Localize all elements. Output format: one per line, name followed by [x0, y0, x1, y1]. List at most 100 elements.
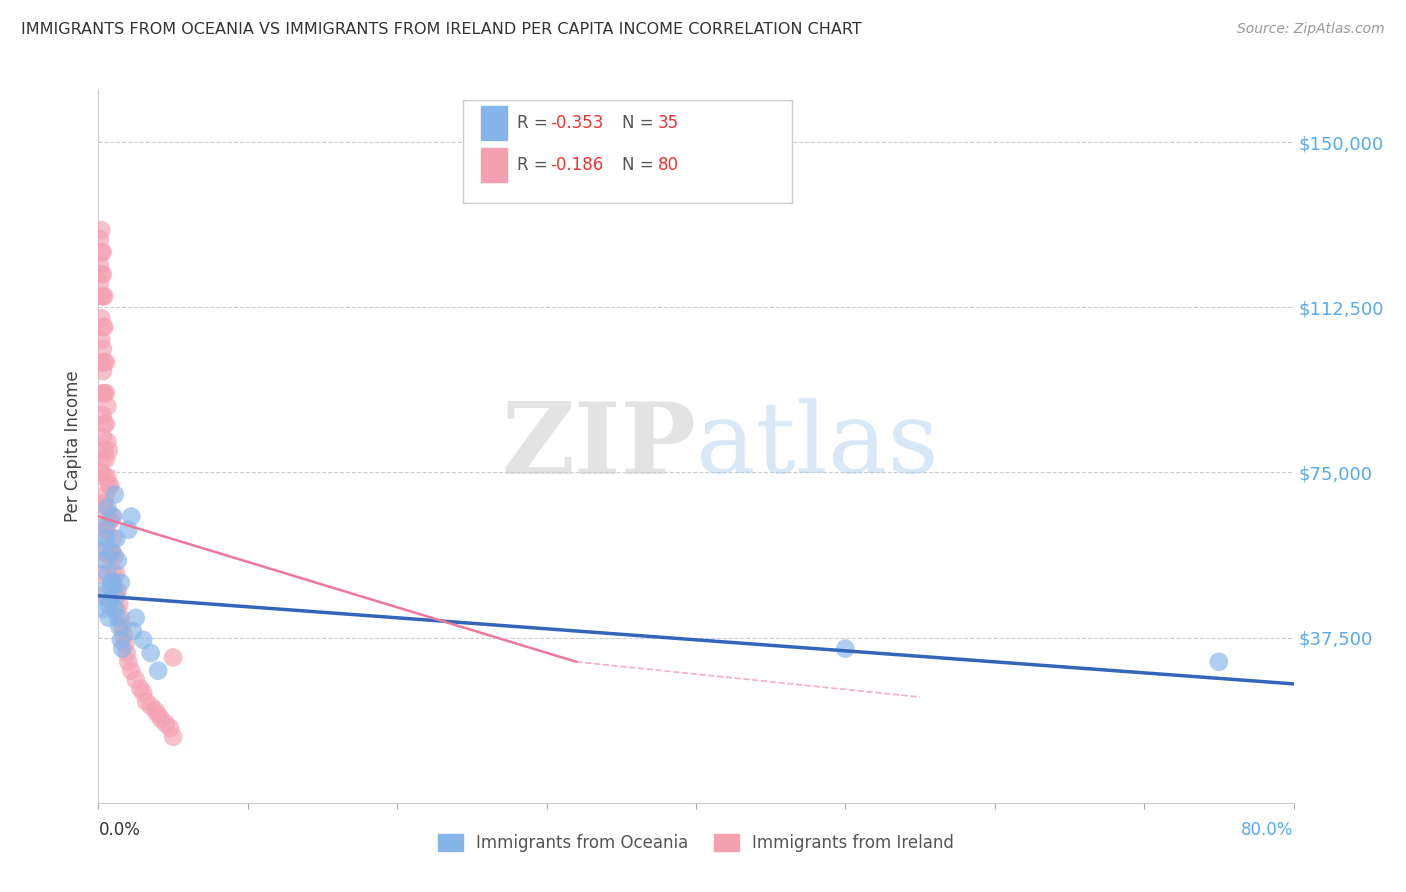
Point [139, 646, 162, 660]
Point [162, 730, 184, 744]
Point [91, 452, 114, 467]
FancyBboxPatch shape [463, 100, 792, 203]
Point [107, 553, 129, 567]
Point [111, 619, 134, 633]
Point [91, 545, 114, 559]
Point [94, 386, 117, 401]
Point [93, 523, 115, 537]
Point [104, 602, 127, 616]
Point [94, 452, 117, 467]
Point [93, 443, 115, 458]
Point [100, 478, 122, 492]
Point [94, 532, 117, 546]
Point [90, 245, 112, 260]
Point [90, 566, 112, 581]
Point [100, 593, 122, 607]
Text: N =: N = [621, 156, 659, 174]
Text: N =: N = [621, 114, 659, 132]
Point [94, 523, 117, 537]
Y-axis label: Per Capita Income: Per Capita Income [65, 370, 83, 522]
Text: -0.186: -0.186 [550, 156, 603, 174]
Point [89, 232, 111, 246]
Point [110, 575, 132, 590]
Point [132, 632, 155, 647]
Point [100, 514, 122, 528]
Point [94, 355, 117, 369]
Point [91, 245, 114, 260]
Point [93, 289, 115, 303]
Point [90, 584, 112, 599]
Point [155, 716, 177, 731]
Point [89, 259, 111, 273]
Text: ZIP: ZIP [501, 398, 696, 494]
Point [110, 632, 132, 647]
Point [112, 628, 135, 642]
Point [111, 641, 134, 656]
Point [135, 694, 157, 708]
Point [93, 320, 115, 334]
Point [91, 408, 114, 422]
Text: IMMIGRANTS FROM OCEANIA VS IMMIGRANTS FROM IRELAND PER CAPITA INCOME CORRELATION: IMMIGRANTS FROM OCEANIA VS IMMIGRANTS FR… [21, 22, 862, 37]
Point [93, 417, 115, 431]
Point [162, 650, 184, 665]
Point [91, 267, 114, 281]
Point [91, 602, 114, 616]
Point [100, 580, 122, 594]
Point [143, 703, 166, 717]
Point [93, 386, 115, 401]
Point [108, 619, 131, 633]
Point [94, 518, 117, 533]
Text: Source: ZipAtlas.com: Source: ZipAtlas.com [1237, 22, 1385, 37]
Point [91, 320, 114, 334]
Point [120, 509, 142, 524]
Point [148, 664, 170, 678]
Point [93, 470, 115, 484]
Legend: Immigrants from Oceania, Immigrants from Ireland: Immigrants from Oceania, Immigrants from… [432, 827, 960, 859]
Point [97, 549, 120, 563]
Point [129, 681, 152, 696]
Text: 80: 80 [658, 156, 679, 174]
Point [90, 289, 112, 303]
Text: 35: 35 [658, 114, 679, 132]
Point [93, 496, 115, 510]
Text: atlas: atlas [696, 398, 939, 494]
Point [103, 566, 125, 581]
Point [132, 686, 155, 700]
Point [105, 566, 128, 581]
Point [91, 430, 114, 444]
Point [120, 664, 142, 678]
Point [125, 673, 148, 687]
Point [91, 289, 114, 303]
Point [834, 641, 856, 656]
Point [107, 584, 129, 599]
Point [96, 434, 118, 449]
Point [90, 223, 112, 237]
Point [96, 470, 118, 484]
Point [97, 443, 120, 458]
Text: R =: R = [517, 156, 553, 174]
Point [97, 598, 120, 612]
Point [114, 637, 136, 651]
Point [159, 721, 181, 735]
Point [90, 311, 112, 326]
Point [93, 355, 115, 369]
Point [121, 624, 143, 638]
Point [101, 545, 124, 559]
Point [91, 541, 114, 555]
Point [107, 611, 129, 625]
Point [104, 549, 127, 563]
Point [96, 566, 118, 581]
Point [117, 523, 139, 537]
Point [94, 487, 117, 501]
Point [150, 712, 173, 726]
Text: 80.0%: 80.0% [1241, 821, 1294, 838]
Text: 0.0%: 0.0% [98, 821, 141, 838]
Point [101, 545, 124, 559]
Point [91, 589, 114, 603]
Point [100, 549, 122, 563]
Point [105, 532, 128, 546]
Point [1208, 655, 1230, 669]
Point [90, 355, 112, 369]
Point [108, 598, 131, 612]
Point [101, 575, 124, 590]
